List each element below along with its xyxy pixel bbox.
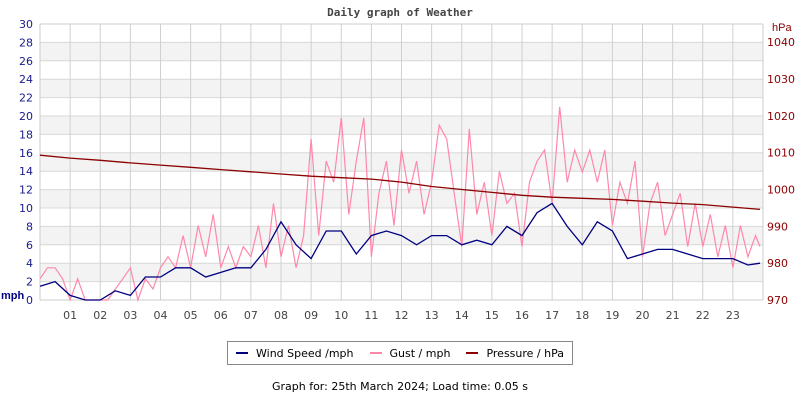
left-axis-label: mph (1, 290, 25, 302)
x-tick-label: 16 (515, 309, 529, 322)
left-tick-label: 12 (19, 184, 33, 197)
x-tick-label: 18 (575, 309, 589, 322)
series-line-gust (39, 106, 761, 303)
chart-title: Daily graph of Weather (327, 6, 473, 19)
x-tick-label: 15 (485, 309, 499, 322)
left-tick-label: 18 (19, 128, 33, 141)
legend-label: Wind Speed /mph (256, 346, 354, 360)
left-tick-label: 0 (26, 294, 33, 307)
right-tick-label: 1020 (767, 110, 795, 123)
left-tick-label: 14 (19, 165, 33, 178)
series-line-wind (39, 202, 761, 301)
x-tick-label: 10 (334, 309, 348, 322)
x-tick-label: 22 (696, 309, 710, 322)
x-tick-label: 08 (274, 309, 288, 322)
x-tick-label: 01 (63, 309, 77, 322)
left-tick-label: 26 (19, 55, 33, 68)
x-tick-label: 14 (455, 309, 469, 322)
x-tick-label: 07 (244, 309, 258, 322)
x-tick-label: 04 (154, 309, 168, 322)
right-tick-label: 990 (767, 220, 788, 233)
right-tick-label: 980 (767, 257, 788, 270)
legend-item-wind: Wind Speed /mph (236, 347, 354, 360)
legend-label: Gust / mph (389, 346, 451, 360)
x-tick-label: 23 (726, 309, 740, 322)
legend-swatch (466, 352, 479, 354)
right-tick-label: 1040 (767, 36, 795, 49)
left-tick-label: 24 (19, 73, 33, 86)
legend-item-gust: Gust / mph (369, 346, 451, 360)
x-tick-label: 12 (395, 309, 409, 322)
x-tick-label: 17 (545, 309, 559, 322)
x-tick-label: 03 (123, 309, 137, 322)
right-axis-label: hPa (772, 22, 792, 34)
x-tick-label: 13 (425, 309, 439, 322)
left-tick-label: 22 (19, 92, 33, 105)
x-tick-label: 20 (636, 309, 650, 322)
x-tick-label: 09 (304, 309, 318, 322)
x-tick-label: 19 (605, 309, 619, 322)
x-tick-label: 05 (184, 309, 198, 322)
legend-label: Pressure / hPa (486, 346, 564, 360)
x-tick-label: 06 (214, 309, 228, 322)
legend-swatch (369, 352, 382, 354)
right-tick-label: 1000 (767, 183, 795, 196)
right-tick-label: 1010 (767, 147, 795, 160)
left-tick-label: 30 (19, 18, 33, 31)
left-tick-label: 16 (19, 147, 33, 160)
left-tick-label: 8 (26, 220, 33, 233)
x-tick-label: 21 (666, 309, 680, 322)
right-tick-label: 1030 (767, 73, 795, 86)
legend-swatch (236, 352, 248, 354)
left-tick-label: 28 (19, 36, 33, 49)
x-tick-label: 11 (364, 309, 378, 322)
left-tick-label: 20 (19, 110, 33, 123)
series-line-pressure (39, 154, 761, 211)
legend: Wind Speed /mph Gust / mph Pressure / hP… (227, 341, 573, 365)
left-tick-label: 2 (26, 276, 33, 289)
weather-chart: Daily graph of Weather 02468101214161820… (1, 6, 795, 322)
right-tick-label: 970 (767, 294, 788, 307)
left-tick-label: 4 (26, 257, 33, 270)
x-tick-label: 02 (93, 309, 107, 322)
footer-text: Graph for: 25th March 2024; Load time: 0… (271, 380, 529, 393)
left-tick-label: 10 (19, 202, 33, 215)
legend-item-pressure: Pressure / hPa (466, 347, 564, 360)
left-tick-label: 6 (26, 239, 33, 252)
